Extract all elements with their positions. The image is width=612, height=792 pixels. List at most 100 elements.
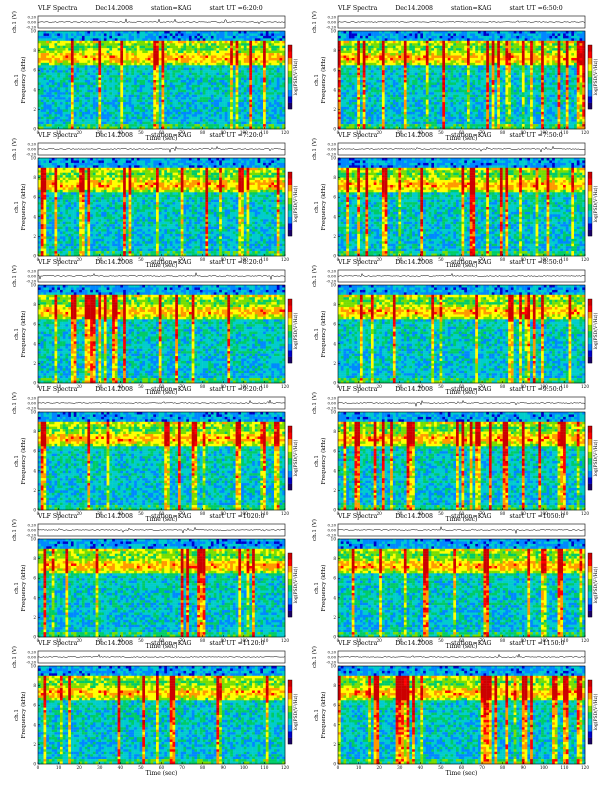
x-tick-label: 40 xyxy=(418,384,424,389)
x-tick-label: 40 xyxy=(118,384,124,389)
y-tick-label: 10 xyxy=(331,29,337,34)
colorbar-segment xyxy=(288,585,292,592)
channel-label: ch.1 xyxy=(314,582,320,594)
waveform-trace xyxy=(337,653,586,658)
colorbar-segment xyxy=(288,680,292,687)
station-text: station=KAG xyxy=(151,259,192,266)
colorbar-label: log(PSD(V²/Hz)) xyxy=(292,566,299,603)
colorbar-segment xyxy=(588,718,592,725)
y-tick-label: 10 xyxy=(31,29,37,34)
x-tick-label: 20 xyxy=(76,130,82,135)
station-text: station=KAG xyxy=(451,5,492,12)
spectra-panel: VLF Spectra Dec14.2008 station=KAG start UT… xyxy=(0,512,300,650)
x-tick-label: 100 xyxy=(540,130,548,135)
panel-title: VLF Spectra Dec14.2008 station=KAG start UT… xyxy=(38,4,281,14)
waveform-tick-label: 0.20 xyxy=(28,15,37,20)
colorbar-segment xyxy=(588,331,592,338)
colorbar-segment xyxy=(588,343,592,351)
x-tick-label: 70 xyxy=(179,765,185,770)
start-time-text: start UT =7:50:0 xyxy=(510,132,563,139)
x-tick-label: 50 xyxy=(438,384,444,389)
colorbar-frame xyxy=(587,171,593,237)
y-tick-label: 6 xyxy=(33,576,36,581)
waveform-tick-label: -0.20 xyxy=(26,660,36,665)
x-tick-label: 70 xyxy=(179,638,185,643)
y-tick-label: 4 xyxy=(333,87,336,92)
colorbar-segment xyxy=(288,318,292,325)
x-tick-label: 90 xyxy=(221,638,227,643)
channel-label: ch.1 xyxy=(14,582,20,594)
x-tick-label: 80 xyxy=(200,130,206,135)
x-axis-label: Time (sec) xyxy=(446,516,478,523)
spectrogram-image xyxy=(338,666,586,765)
channel-label: ch.1 xyxy=(314,328,320,340)
spectrogram-image xyxy=(338,31,586,130)
colorbar-segment xyxy=(588,197,592,205)
colorbar-segment xyxy=(588,204,592,211)
start-time-text: start UT =1150:0 xyxy=(510,640,565,647)
station-text: station=KAG xyxy=(151,513,192,520)
x-axis-label: Time (sec) xyxy=(146,135,178,142)
x-axis-label: Time (sec) xyxy=(146,643,178,650)
colorbar-frame xyxy=(287,425,293,491)
y-tick-label: 0 xyxy=(333,381,336,386)
y-tick-label: 8 xyxy=(33,175,36,180)
waveform-tick-label: 0.20 xyxy=(28,269,37,274)
waveform-trace xyxy=(337,272,586,277)
colorbar-segment xyxy=(288,553,292,560)
x-tick-label: 40 xyxy=(118,765,124,770)
x-tick-label: 110 xyxy=(260,765,268,770)
x-tick-label: 30 xyxy=(97,638,103,643)
x-tick-label: 0 xyxy=(37,130,40,135)
x-tick-label: 110 xyxy=(560,257,568,262)
x-tick-label: 60 xyxy=(459,130,465,135)
colorbar-segment xyxy=(288,57,292,65)
x-tick-label: 80 xyxy=(500,130,506,135)
waveform-trace xyxy=(337,525,586,535)
waveform-trace xyxy=(337,145,586,153)
waveform-axis-label: ch.1 (V) xyxy=(11,138,18,160)
date-text: Dec14.2008 xyxy=(95,5,133,12)
x-tick-label: 60 xyxy=(459,257,465,262)
panel-title: VLF Spectra Dec14.2008 station=KAG start UT… xyxy=(338,639,583,649)
spectra-panel: VLF Spectra Dec14.2008 station=KAG start UT… xyxy=(300,385,600,523)
colorbar-segment xyxy=(588,96,592,103)
colorbar-label: log(PSD(V²/Hz)) xyxy=(292,312,299,349)
spectrogram-image xyxy=(338,158,586,257)
date-text: Dec14.2008 xyxy=(95,513,133,520)
date-text: Dec14.2008 xyxy=(95,132,133,139)
colorbar-segment xyxy=(588,324,592,332)
station-text: station=KAG xyxy=(151,640,192,647)
start-time-text: start UT =9:50:0 xyxy=(510,386,563,393)
title-text: VLF Spectra xyxy=(38,640,77,647)
colorbar-segment xyxy=(288,191,292,198)
colorbar-segment xyxy=(588,483,592,491)
colorbar-frame xyxy=(587,552,593,618)
spectrogram-image xyxy=(38,31,286,130)
start-time-text: start UT =8:20:0 xyxy=(210,259,263,266)
waveform-tick-label: -0.20 xyxy=(26,25,36,30)
y-tick-label: 8 xyxy=(333,302,336,307)
y-tick-label: 10 xyxy=(31,664,37,669)
colorbar-segment xyxy=(288,96,292,103)
waveform-trace xyxy=(37,271,286,281)
x-tick-label: 80 xyxy=(200,765,206,770)
y-tick-label: 0 xyxy=(33,762,36,767)
waveform-tick-label: 0.20 xyxy=(328,650,337,655)
spectrogram-image xyxy=(38,285,286,384)
date-text: Dec14.2008 xyxy=(395,5,433,12)
x-axis-label: Time (sec) xyxy=(446,135,478,142)
y-tick-label: 4 xyxy=(333,341,336,346)
x-tick-label: 120 xyxy=(581,765,589,770)
x-tick-label: 60 xyxy=(459,511,465,516)
x-tick-label: 70 xyxy=(179,511,185,516)
waveform-axis-label: ch.1 (V) xyxy=(311,646,318,668)
colorbar-label: log(PSD(V²/Hz)) xyxy=(592,439,599,476)
waveform-trace xyxy=(37,145,286,154)
y-axis-label: Frequency (kHz) xyxy=(20,438,27,485)
colorbar-label: log(PSD(V²/Hz)) xyxy=(592,566,599,603)
y-axis-label: Frequency (kHz) xyxy=(20,57,27,104)
waveform-axis-label: ch.1 (V) xyxy=(311,519,318,541)
